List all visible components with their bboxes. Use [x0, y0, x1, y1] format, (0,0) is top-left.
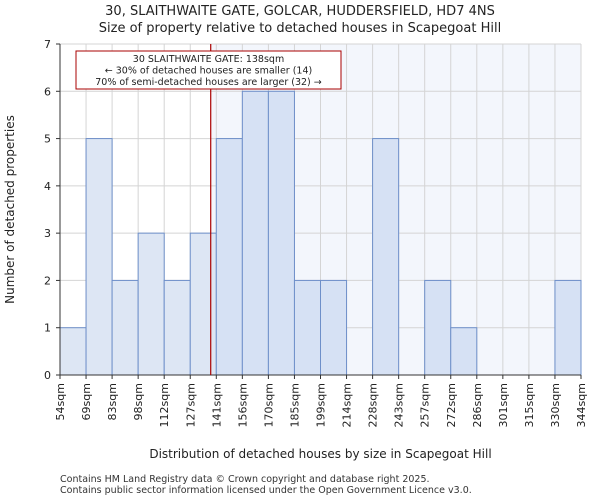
y-tick-label: 3 [44, 227, 51, 240]
x-tick-label: 127sqm [184, 383, 197, 427]
x-tick-label: 228sqm [367, 383, 380, 427]
histogram-bar [372, 138, 400, 376]
x-tick-label: 344sqm [575, 383, 588, 427]
histogram-bar [59, 327, 87, 376]
histogram-bar [241, 90, 269, 376]
x-tick-label: 301sqm [497, 383, 510, 427]
annotation-line: ← 30% of detached houses are smaller (14… [105, 66, 312, 77]
x-tick-label: 330sqm [549, 383, 562, 427]
histogram-bar [163, 279, 191, 376]
histogram-bar [215, 138, 243, 376]
histogram-bar [554, 279, 582, 376]
x-tick-label: 315sqm [523, 383, 536, 427]
histogram-bar [137, 232, 165, 376]
annotation-box [75, 50, 342, 90]
y-tick-label: 6 [44, 85, 51, 98]
annotation-line: 30 SLAITHWAITE GATE: 138sqm [133, 54, 284, 65]
x-tick-label: 83sqm [106, 383, 119, 420]
x-tick-label: 156sqm [236, 383, 249, 427]
footer-copyright: Contains HM Land Registry data © Crown c… [60, 474, 430, 485]
footer-licence: Contains public sector information licen… [60, 485, 472, 496]
histogram-bar [85, 138, 113, 376]
histogram-bar [424, 279, 452, 376]
chart-title: 30, SLAITHWAITE GATE, GOLCAR, HUDDERSFIE… [105, 4, 495, 19]
y-tick-label: 2 [44, 274, 51, 287]
x-tick-label: 69sqm [80, 383, 93, 420]
y-tick-label: 1 [44, 322, 51, 335]
x-tick-label: 170sqm [262, 383, 275, 427]
histogram-bar [293, 279, 322, 376]
x-tick-label: 98sqm [132, 383, 145, 420]
y-tick-label: 7 [44, 38, 51, 51]
chart-subtitle: Size of property relative to detached ho… [98, 21, 502, 36]
x-tick-label: 185sqm [288, 383, 301, 427]
histogram-bar [111, 279, 139, 376]
y-tick-label: 4 [44, 180, 51, 193]
y-tick-label: 5 [44, 133, 51, 146]
x-tick-label: 286sqm [471, 383, 484, 427]
x-tick-label: 243sqm [393, 383, 406, 427]
x-axis-title: Distribution of detached houses by size … [149, 447, 491, 461]
histogram-bar [267, 90, 295, 376]
histogram-bar [450, 327, 478, 376]
x-tick-label: 257sqm [419, 383, 432, 427]
y-tick-label: 0 [44, 369, 51, 382]
histogram-bar [189, 232, 217, 376]
y-axis-title: Number of detached properties [3, 115, 17, 304]
x-tick-label: 214sqm [341, 383, 354, 427]
x-tick-label: 54sqm [54, 383, 67, 420]
x-tick-label: 112sqm [158, 383, 171, 427]
x-tick-label: 199sqm [315, 383, 328, 427]
x-tick-label: 272sqm [445, 383, 458, 427]
annotation-line: 70% of semi-detached houses are larger (… [95, 77, 322, 88]
histogram-bar [320, 279, 348, 376]
x-tick-label: 141sqm [210, 383, 223, 427]
